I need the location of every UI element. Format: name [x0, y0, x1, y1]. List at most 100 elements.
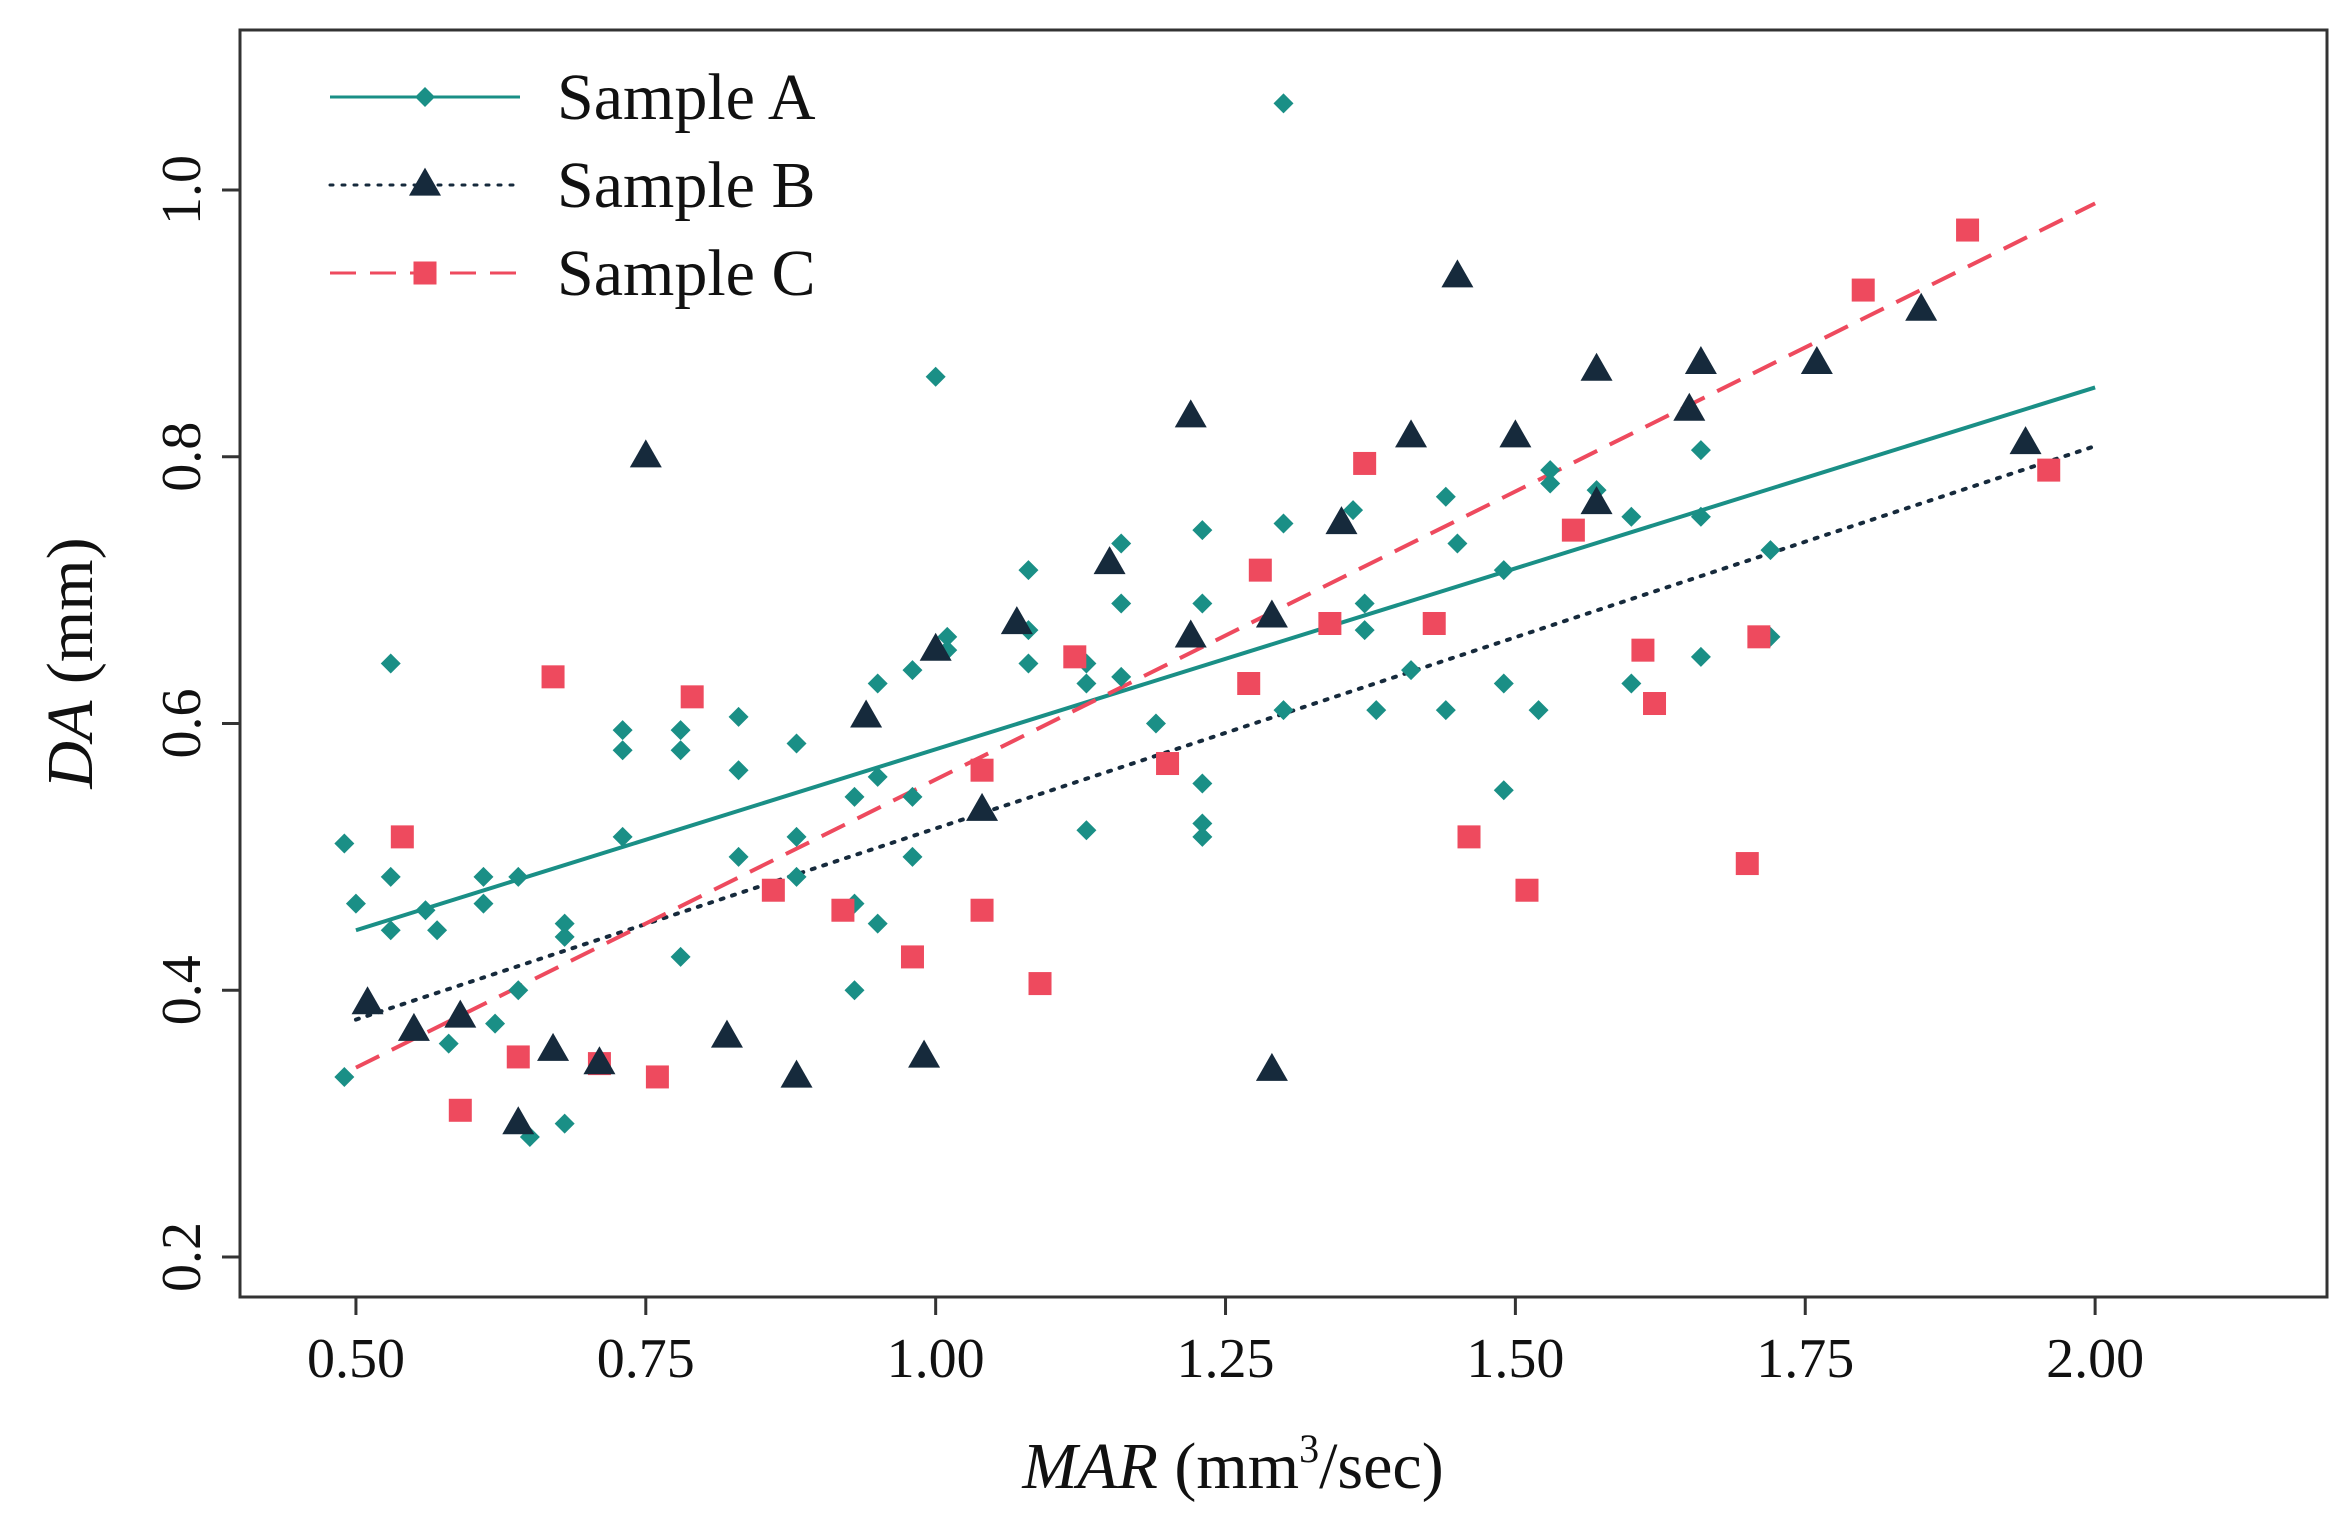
- data-point-triangle: [1325, 506, 1358, 535]
- data-point-diamond: [1273, 93, 1294, 114]
- data-point-diamond: [1076, 820, 1097, 841]
- data-point-diamond: [728, 706, 749, 727]
- data-point-square: [1851, 278, 1875, 302]
- data-point-diamond: [867, 673, 888, 694]
- data-point-square: [680, 685, 704, 709]
- x-axis-title-unit-sup: 3: [1299, 1426, 1319, 1471]
- fit-line-sample-b: [353, 444, 2098, 1022]
- data-point-diamond: [334, 1066, 355, 1087]
- data-point-diamond: [867, 766, 888, 787]
- data-point-diamond: [508, 866, 529, 887]
- data-point-diamond: [1192, 826, 1213, 847]
- data-point-square: [1457, 825, 1481, 849]
- data-point-square: [1735, 852, 1759, 876]
- data-point-square: [1422, 611, 1446, 635]
- legend-item-sample-a: Sample A: [330, 61, 816, 134]
- data-point-diamond: [508, 980, 529, 1001]
- data-point-diamond: [844, 980, 865, 1001]
- x-tick-label: 0.75: [597, 1328, 695, 1390]
- fit-line-sample-a: [355, 385, 2096, 933]
- data-point-triangle: [1174, 399, 1207, 428]
- data-point-diamond: [786, 733, 807, 754]
- data-point-diamond: [1366, 700, 1387, 721]
- y-tick-label: 0.6: [151, 689, 213, 759]
- data-point-diamond: [1192, 813, 1213, 834]
- data-point-diamond: [925, 366, 946, 387]
- data-point-diamond: [473, 866, 494, 887]
- data-point-triangle: [2009, 426, 2042, 455]
- data-point-square: [541, 665, 565, 689]
- data-point-diamond: [345, 893, 366, 914]
- data-point-diamond: [1018, 653, 1039, 674]
- data-point-diamond: [728, 846, 749, 867]
- data-point-diamond: [415, 900, 436, 921]
- data-point-diamond: [902, 786, 923, 807]
- data-point-square: [1561, 518, 1585, 542]
- data-point-diamond: [1690, 440, 1711, 461]
- data-point-square: [2037, 458, 2061, 482]
- data-point-triangle: [1905, 292, 1938, 321]
- data-point-triangle: [1441, 259, 1474, 288]
- data-point-diamond: [438, 1033, 459, 1054]
- data-point-diamond: [1145, 713, 1166, 734]
- data-point-diamond: [554, 1113, 575, 1134]
- data-point-triangle: [537, 1032, 570, 1061]
- data-point-triangle: [1673, 392, 1706, 421]
- data-point-square: [1318, 611, 1342, 635]
- data-point-triangle: [1255, 599, 1288, 628]
- data-point-square: [970, 898, 994, 922]
- data-point-triangle: [850, 699, 883, 728]
- legend-label: Sample B: [557, 149, 816, 222]
- legend-background: [315, 45, 875, 325]
- data-point-triangle: [919, 632, 952, 661]
- data-point-diamond: [1493, 673, 1514, 694]
- x-axis-title: MAR (mm3/sec): [1021, 1426, 1443, 1503]
- data-point-diamond: [1690, 646, 1711, 667]
- data-point-square: [1353, 451, 1377, 475]
- data-point-triangle: [583, 1046, 616, 1075]
- data-point-square: [1515, 878, 1539, 902]
- data-point-square: [1156, 752, 1180, 776]
- data-point-diamond: [554, 913, 575, 934]
- fit-line-sample-c: [355, 201, 2097, 1070]
- plot-frame: [238, 28, 2329, 1299]
- markers-sample-b: [351, 259, 2042, 1135]
- data-point-triangle: [1800, 346, 1833, 375]
- data-point-square: [1237, 672, 1261, 696]
- data-point-diamond: [473, 893, 494, 914]
- data-point-diamond: [670, 946, 691, 967]
- data-point-square: [1643, 692, 1667, 716]
- data-point-diamond: [867, 913, 888, 934]
- data-point-square: [1028, 972, 1052, 996]
- x-tick-label: 1.00: [887, 1328, 985, 1390]
- data-point-diamond: [1621, 506, 1642, 527]
- data-point-diamond: [1192, 773, 1213, 794]
- data-point-diamond: [1273, 513, 1294, 534]
- markers-sample-c: [390, 218, 2061, 1122]
- x-axis-title-unit-suffix: /sec): [1319, 1430, 1444, 1503]
- data-point-triangle: [1499, 419, 1532, 448]
- data-point-diamond: [334, 833, 355, 854]
- x-tick-label: 0.50: [307, 1328, 405, 1390]
- y-tick-label: 0.8: [151, 422, 213, 492]
- data-point-diamond: [1111, 533, 1132, 554]
- data-point-triangle: [1000, 606, 1033, 635]
- data-point-triangle: [1395, 419, 1428, 448]
- x-axis-title-unit-prefix: (mm: [1158, 1430, 1299, 1503]
- data-point-triangle: [1255, 1052, 1288, 1081]
- x-tick-label: 1.50: [1466, 1328, 1564, 1390]
- data-point-square: [645, 1065, 669, 1089]
- data-point-triangle: [780, 1059, 813, 1088]
- legend-item-sample-b: Sample B: [328, 149, 816, 222]
- data-point-diamond: [1076, 673, 1097, 694]
- data-point-diamond: [380, 653, 401, 674]
- legend-marker-triangle: [409, 167, 441, 196]
- data-point-square: [970, 758, 994, 782]
- data-point-triangle: [444, 999, 477, 1028]
- legend: Sample A Sample B Sample C: [315, 45, 875, 325]
- data-point-triangle: [1684, 346, 1717, 375]
- data-point-triangle: [397, 1012, 430, 1041]
- data-point-diamond: [1192, 520, 1213, 541]
- data-point-diamond: [554, 926, 575, 947]
